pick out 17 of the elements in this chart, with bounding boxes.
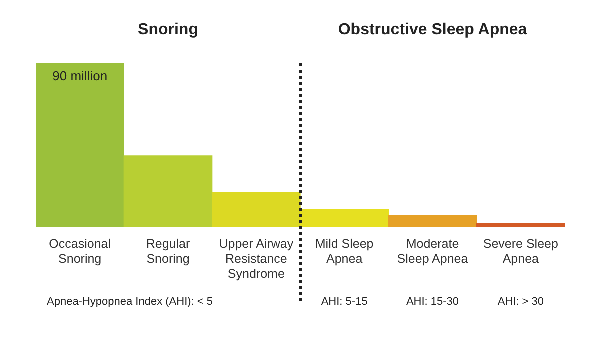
bar xyxy=(36,63,124,227)
text: AHI: 15-30 xyxy=(406,296,460,308)
x-tick-label: Severe Sleep Apnea xyxy=(483,236,558,266)
text: AHI: 5-15 xyxy=(321,296,368,308)
x-tick-label: Regular Snoring xyxy=(146,236,190,266)
x-tick-label: Occasional Snoring xyxy=(49,236,112,266)
text: Apnea-Hypopnea Index (AHI): < 5 xyxy=(47,296,214,308)
text: Obstructive Sleep Apnea xyxy=(338,21,528,38)
text: Snoring xyxy=(138,21,198,38)
x-tick-label: Mild Sleep Apnea xyxy=(315,236,374,266)
bar xyxy=(476,223,565,227)
bar xyxy=(388,215,478,227)
text: AHI: > 30 xyxy=(498,296,544,308)
data-label: 90 million xyxy=(52,68,108,84)
x-tick-label: Upper Airway Resistance Syndrome xyxy=(219,236,294,281)
bar xyxy=(124,156,213,227)
x-tick-label: Moderate Sleep Apnea xyxy=(397,236,468,266)
